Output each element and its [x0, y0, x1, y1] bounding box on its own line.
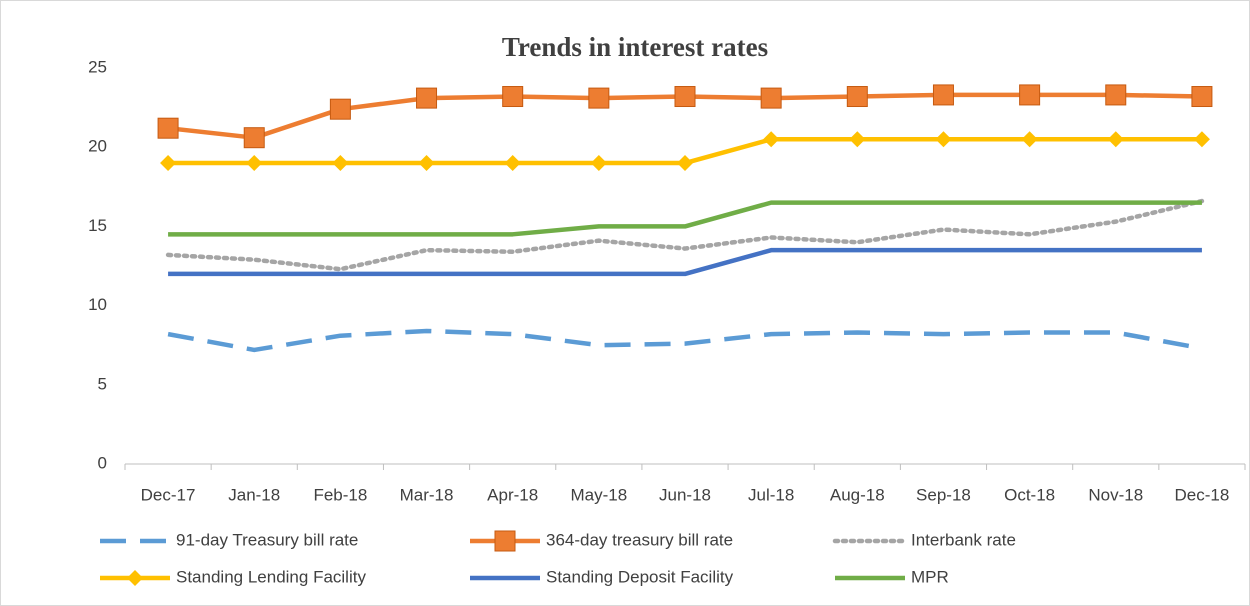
- x-tick-label: Jan-18: [228, 485, 280, 504]
- data-point: [1105, 84, 1127, 106]
- y-tick-label: 10: [88, 295, 107, 314]
- x-tick-label: Apr-18: [487, 485, 538, 504]
- data-point: [1191, 86, 1213, 108]
- data-point: [246, 155, 263, 172]
- data-point: [157, 117, 179, 139]
- y-tick-label: 25: [88, 57, 107, 76]
- x-tick-label: Dec-18: [1175, 485, 1230, 504]
- series-line: [165, 198, 1205, 272]
- data-point: [846, 86, 868, 108]
- data-point: [849, 131, 866, 148]
- data-point: [160, 155, 177, 172]
- y-tick-label: 15: [88, 216, 107, 235]
- y-tick-label: 0: [98, 453, 107, 472]
- data-point: [502, 86, 524, 108]
- legend-label: Standing Lending Facility: [176, 567, 366, 586]
- data-point: [590, 155, 607, 172]
- legend-label: MPR: [911, 567, 949, 586]
- data-point: [1107, 131, 1124, 148]
- legend-marker: [494, 530, 516, 552]
- series-line: [168, 247, 1202, 277]
- data-point: [932, 84, 954, 106]
- y-tick-label: 5: [98, 374, 107, 393]
- data-point: [1193, 131, 1210, 148]
- x-tick-label: Aug-18: [830, 485, 885, 504]
- x-tick-label: May-18: [571, 485, 628, 504]
- x-tick-label: Feb-18: [313, 485, 367, 504]
- data-point: [935, 131, 952, 148]
- x-tick-label: Jul-18: [748, 485, 794, 504]
- data-point: [1019, 84, 1041, 106]
- data-point: [504, 155, 521, 172]
- data-point: [588, 87, 610, 109]
- series-line: [167, 328, 1203, 353]
- x-tick-label: Nov-18: [1088, 485, 1143, 504]
- x-tick-label: Dec-17: [141, 485, 196, 504]
- legend-label: 91-day Treasury bill rate: [176, 530, 358, 549]
- data-point: [1021, 131, 1038, 148]
- data-point: [329, 98, 351, 120]
- x-tick-label: Mar-18: [400, 485, 454, 504]
- chart-title: Trends in interest rates: [502, 32, 768, 62]
- legend-label: Standing Deposit Facility: [546, 567, 734, 586]
- x-tick-label: Oct-18: [1004, 485, 1055, 504]
- data-point: [677, 155, 693, 172]
- x-tick-label: Jun-18: [659, 485, 711, 504]
- data-point: [418, 155, 435, 172]
- y-tick-label: 20: [88, 137, 107, 156]
- data-point: [416, 87, 438, 109]
- x-tick-label: Sep-18: [916, 485, 971, 504]
- data-point: [763, 131, 780, 148]
- data-point: [332, 155, 349, 172]
- data-point: [243, 127, 265, 149]
- data-point: [760, 87, 782, 109]
- legend-label: 364-day treasury bill rate: [546, 530, 733, 549]
- legend-label: Interbank rate: [911, 530, 1016, 549]
- legend-marker: [127, 570, 143, 586]
- series-line: [168, 200, 1202, 237]
- data-point: [674, 86, 696, 108]
